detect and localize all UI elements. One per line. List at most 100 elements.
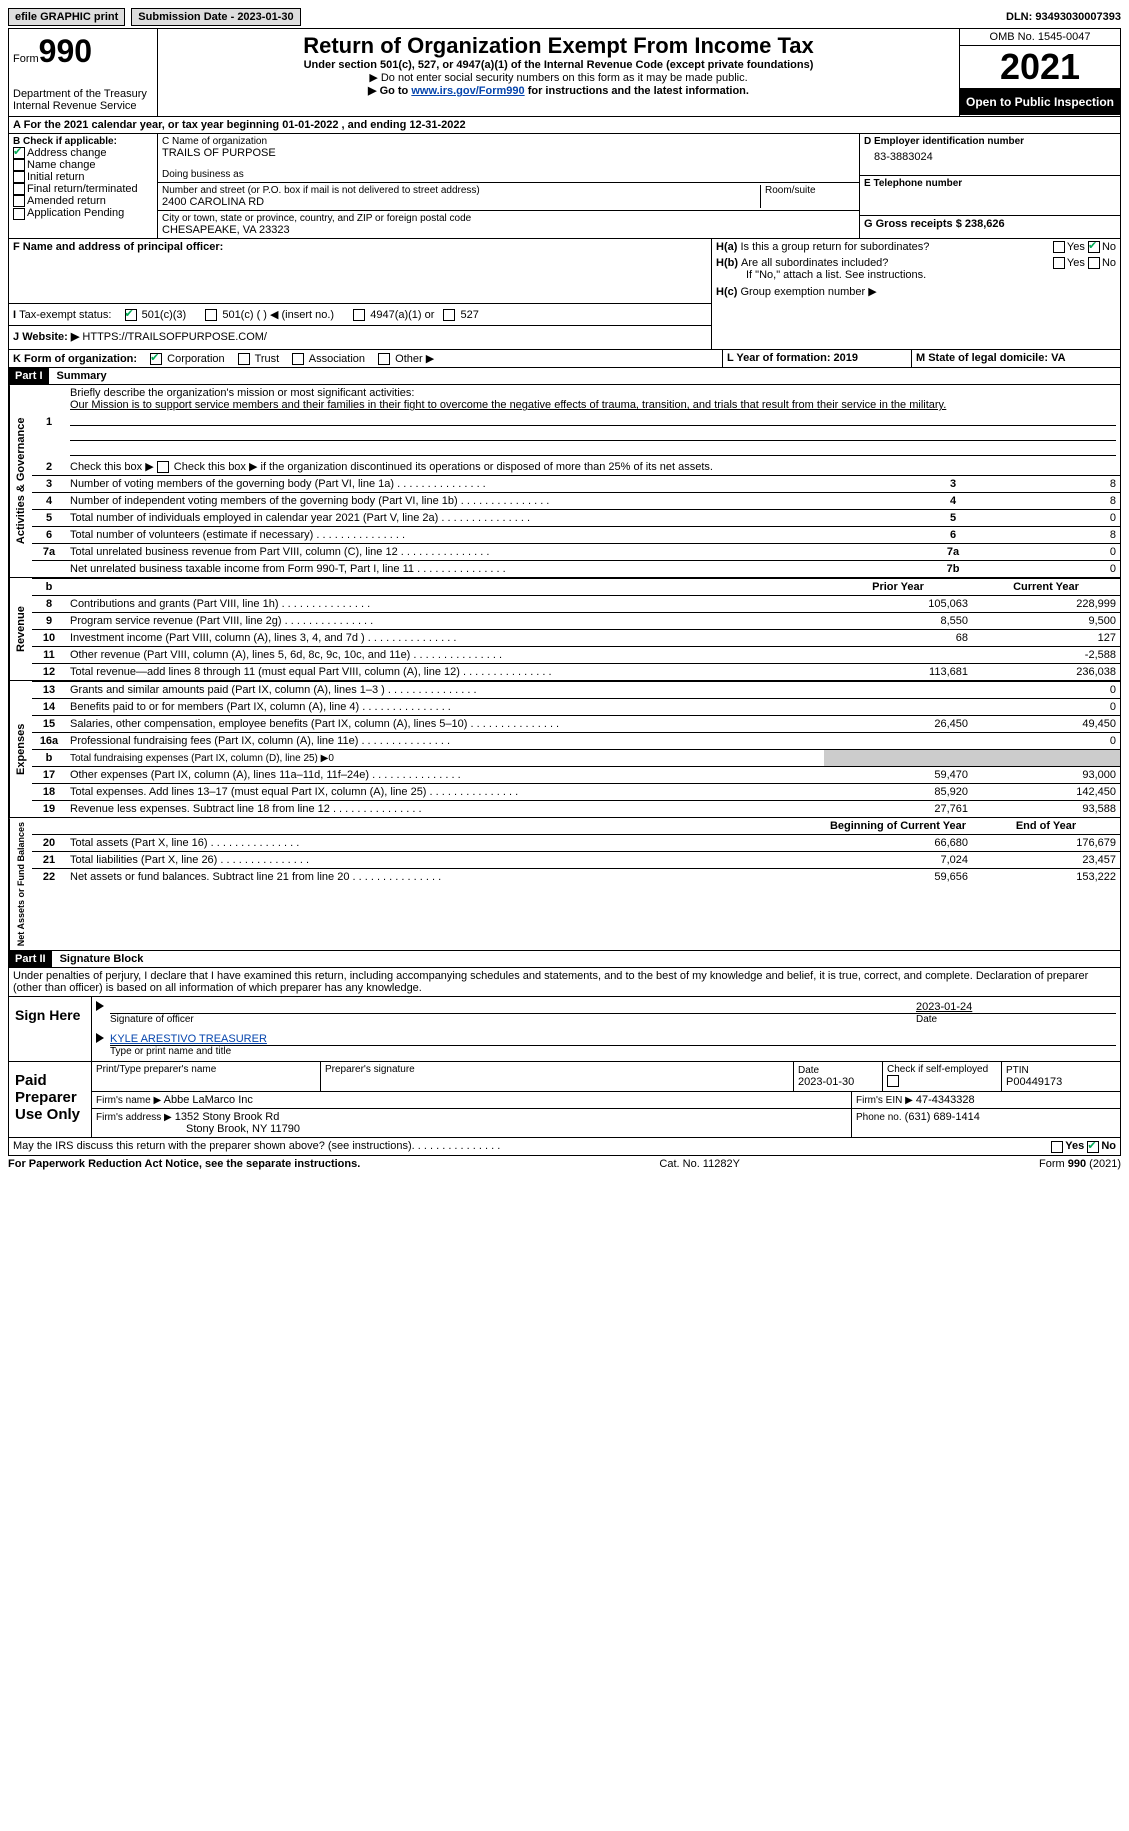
no-lbl: No xyxy=(1101,1140,1116,1152)
sign-here-block: Sign Here 2023-01-24 Signature of office… xyxy=(8,997,1121,1062)
part1-tag: Part I xyxy=(9,368,49,384)
summary-row: 5Total number of individuals employed in… xyxy=(32,510,1120,527)
phone-val: (631) 689-1414 xyxy=(905,1111,980,1123)
cb-amended[interactable] xyxy=(13,195,25,207)
summary-row: 6Total number of volunteers (estimate if… xyxy=(32,527,1120,544)
date-lbl: Date xyxy=(916,1014,1116,1025)
summary-row: 9Program service revenue (Part VIII, lin… xyxy=(32,613,1120,630)
opt-other: Other ▶ xyxy=(395,353,434,365)
firm-addr-lbl: Firm's address ▶ xyxy=(96,1112,172,1123)
l-label: L Year of formation: 2019 xyxy=(723,350,912,367)
summary-row: 8Contributions and grants (Part VIII, li… xyxy=(32,596,1120,613)
cb-other[interactable] xyxy=(378,353,390,365)
row-fh: F Name and address of principal officer:… xyxy=(8,239,1121,350)
cb-self-emp[interactable] xyxy=(887,1075,899,1087)
cb-discontinued[interactable] xyxy=(157,461,169,473)
form-number: 990 xyxy=(39,33,92,69)
sign-here-label: Sign Here xyxy=(9,997,92,1061)
cb-final[interactable] xyxy=(13,183,25,195)
cb-discuss-no[interactable] xyxy=(1087,1141,1099,1153)
summary-row: 12Total revenue—add lines 8 through 11 (… xyxy=(32,664,1120,681)
firm-addr2: Stony Brook, NY 11790 xyxy=(96,1123,300,1135)
opt-trust: Trust xyxy=(255,353,280,365)
f-label: F Name and address of principal officer:… xyxy=(9,239,712,349)
col-h: H(a) Is this a group return for subordin… xyxy=(712,239,1120,349)
paid-prep-label: Paid Preparer Use Only xyxy=(9,1062,92,1137)
cb-name-change[interactable] xyxy=(13,159,25,171)
summary-row: 22Net assets or fund balances. Subtract … xyxy=(32,869,1120,886)
instr-2-post: for instructions and the latest informat… xyxy=(525,85,749,97)
summary-row: 7aTotal unrelated business revenue from … xyxy=(32,544,1120,561)
cb-hb-yes[interactable] xyxy=(1053,257,1065,269)
col-prior: Prior Year xyxy=(824,579,972,596)
dept-treasury: Department of the Treasury xyxy=(13,88,153,100)
header-center: Return of Organization Exempt From Incom… xyxy=(158,29,959,116)
row-a: A For the 2021 calendar year, or tax yea… xyxy=(8,117,1121,134)
irs-link[interactable]: www.irs.gov/Form990 xyxy=(411,85,524,97)
summary-row: bTotal fundraising expenses (Part IX, co… xyxy=(32,750,1120,767)
col-end: End of Year xyxy=(972,818,1120,835)
form-word: Form xyxy=(13,53,39,65)
hb-note: If "No," attach a list. See instructions… xyxy=(716,269,1116,281)
discuss-row: May the IRS discuss this return with the… xyxy=(8,1138,1121,1155)
irs-label: Internal Revenue Service xyxy=(13,100,153,112)
summary-row: Net unrelated business taxable income fr… xyxy=(32,561,1120,578)
b-label: B Check if applicable: xyxy=(13,136,153,147)
part1-net: Net Assets or Fund Balances Beginning of… xyxy=(8,818,1121,951)
city-label: City or town, state or province, country… xyxy=(162,213,855,224)
c-label: C Name of organization xyxy=(162,136,855,147)
opt-501c: 501(c) ( ) ◀ (insert no.) xyxy=(222,309,334,321)
opt-pending: Application Pending xyxy=(27,207,124,219)
cb-501c[interactable] xyxy=(205,309,217,321)
cb-hb-no[interactable] xyxy=(1088,257,1100,269)
name-title-lbl: Type or print name and title xyxy=(110,1046,1116,1057)
summary-row: 11Other revenue (Part VIII, column (A), … xyxy=(32,647,1120,664)
cb-4947[interactable] xyxy=(353,309,365,321)
efile-btn[interactable]: efile GRAPHIC print xyxy=(8,8,125,26)
calendar-year: A For the 2021 calendar year, or tax yea… xyxy=(9,117,1120,133)
opt-corp: Corporation xyxy=(167,353,224,365)
mission-text: Our Mission is to support service member… xyxy=(70,399,946,411)
cb-ha-yes[interactable] xyxy=(1053,241,1065,253)
cb-assoc[interactable] xyxy=(292,353,304,365)
part1-ag: Activities & Governance 1 Briefly descri… xyxy=(8,385,1121,578)
cb-initial[interactable] xyxy=(13,171,25,183)
cb-trust[interactable] xyxy=(238,353,250,365)
col-c: C Name of organization TRAILS OF PURPOSE… xyxy=(158,134,859,238)
ein-val: 83-3883024 xyxy=(864,147,1116,173)
summary-row: 20Total assets (Part X, line 16) 66,6801… xyxy=(32,835,1120,852)
top-bar: efile GRAPHIC print Submission Date - 20… xyxy=(8,8,1121,26)
footer-right: Form 990 (2021) xyxy=(1039,1158,1121,1170)
sig-officer-lbl: Signature of officer xyxy=(110,1014,916,1025)
opt-527: 527 xyxy=(461,309,479,321)
row-bcdefg: B Check if applicable: Address change Na… xyxy=(8,134,1121,239)
city-val: CHESAPEAKE, VA 23323 xyxy=(162,224,855,236)
cb-discuss-yes[interactable] xyxy=(1051,1141,1063,1153)
addr-label: Number and street (or P.O. box if mail i… xyxy=(162,185,760,196)
cb-ha-no[interactable] xyxy=(1088,241,1100,253)
arrow-icon-2 xyxy=(96,1033,104,1043)
footer-left: For Paperwork Reduction Act Notice, see … xyxy=(8,1158,360,1170)
cb-corp[interactable] xyxy=(150,353,162,365)
q1-label: Briefly describe the organization's miss… xyxy=(70,387,414,399)
cb-address-change[interactable] xyxy=(13,147,25,159)
opt-address: Address change xyxy=(27,147,107,159)
cb-527[interactable] xyxy=(443,309,455,321)
col-deg: D Employer identification number 83-3883… xyxy=(859,134,1120,238)
part2-title: Signature Block xyxy=(52,953,144,965)
ptin-val: P00449173 xyxy=(1006,1076,1062,1088)
arrow-icon xyxy=(96,1001,104,1011)
col-begin: Beginning of Current Year xyxy=(824,818,972,835)
dln: DLN: 93493030007393 xyxy=(1006,11,1121,23)
website-val: HTTPS://TRAILSOFPURPOSE.COM/ xyxy=(82,331,267,343)
firm-addr1: 1352 Stony Brook Rd xyxy=(175,1111,280,1123)
cb-501c3[interactable] xyxy=(125,309,137,321)
cb-pending[interactable] xyxy=(13,208,25,220)
summary-row: 4Number of independent voting members of… xyxy=(32,493,1120,510)
form-title: Return of Organization Exempt From Incom… xyxy=(166,33,951,59)
summary-row: 13Grants and similar amounts paid (Part … xyxy=(32,682,1120,699)
instr-2-pre: ▶ Go to xyxy=(368,85,411,97)
q2-label: Check this box ▶ Check this box ▶ if the… xyxy=(66,458,1120,476)
footer: For Paperwork Reduction Act Notice, see … xyxy=(8,1156,1121,1172)
hc-label: Group exemption number ▶ xyxy=(740,286,876,298)
